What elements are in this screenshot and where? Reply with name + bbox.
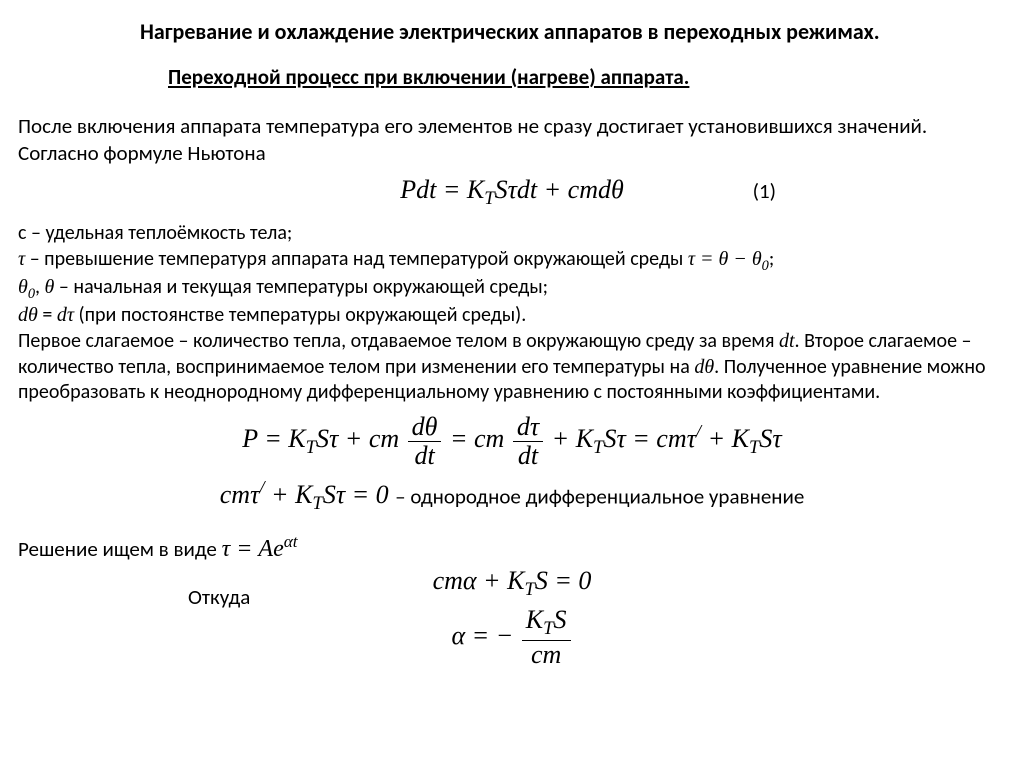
equation-1: Pdt = KTSτdt + cmdθ <box>400 173 624 211</box>
intro-paragraph: После включения аппарата температура его… <box>18 113 1006 167</box>
equation-2: P = KTSτ + cm dθdt = cm dτdt + KTSτ = cm… <box>18 414 1006 469</box>
definitions-block: с – удельная теплоёмкость тела; τ – прев… <box>18 221 1006 406</box>
section-subtitle: Переходной процесс при включении (нагрев… <box>168 64 1006 91</box>
solution-search-line: Решение ищем в виде τ = Aeαt <box>18 531 1006 565</box>
homogeneous-label: – однородное дифференциальное уравнение <box>395 483 804 509</box>
page-title: Нагревание и охлаждение электрических ап… <box>140 18 886 46</box>
def-line-tau: τ – превышение температуря аппарата над … <box>18 247 1006 275</box>
def-line-c: с – удельная теплоёмкость тела; <box>18 221 1006 247</box>
def-line-theta: θ0, θ – начальная и текущая температуры … <box>18 275 1006 303</box>
def-line-dtheta: dθ = dτ (при постоянстве температуры окр… <box>18 303 1006 329</box>
equation-3: cmτ/ + KTSτ = 0 – однородное дифференциа… <box>18 477 1006 517</box>
def-line-explain: Первое слагаемое – количество тепла, отд… <box>18 329 1006 406</box>
equation-5: α = − KTS cm <box>18 607 1006 668</box>
equation-1-number: (1) <box>753 178 776 205</box>
equation-1-row: Pdt = KTSτdt + cmdθ (1) <box>18 173 1006 211</box>
